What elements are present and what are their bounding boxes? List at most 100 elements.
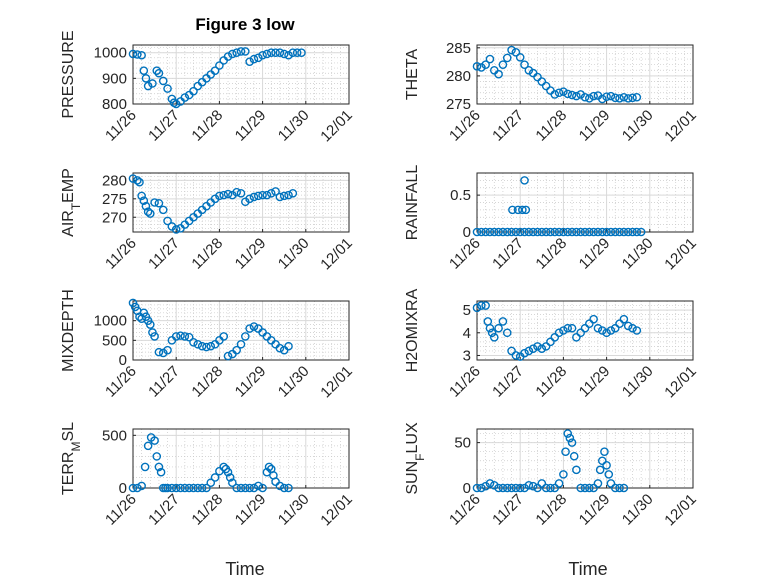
data-point xyxy=(524,227,534,237)
data-point xyxy=(141,74,151,83)
data-point xyxy=(595,465,605,475)
x-tick-label: 11/29 xyxy=(232,491,270,529)
data-point xyxy=(245,57,254,66)
data-point xyxy=(541,483,551,493)
data-point xyxy=(145,209,155,218)
data-point xyxy=(580,92,590,102)
data-point xyxy=(623,321,633,331)
data-point xyxy=(219,332,229,341)
data-point xyxy=(171,483,181,493)
data-point xyxy=(550,333,560,342)
data-point xyxy=(502,53,512,63)
x-axis-label-left: Time xyxy=(225,559,264,579)
data-point xyxy=(515,53,525,62)
data-point xyxy=(275,481,285,491)
x-tick-label: 11/28 xyxy=(188,107,226,145)
x-tick-label: 11/27 xyxy=(489,491,527,529)
y-axis-label: THETA xyxy=(404,49,421,101)
x-tick-label: 12/01 xyxy=(317,107,356,146)
data-point xyxy=(297,48,306,57)
x-tick-label: 11/30 xyxy=(275,235,313,273)
axes-box xyxy=(476,300,694,361)
data-point xyxy=(184,332,194,342)
data-point xyxy=(550,227,560,237)
data-point xyxy=(284,50,293,60)
data-point xyxy=(163,84,172,93)
data-point xyxy=(533,483,542,493)
data-point xyxy=(477,63,486,72)
data-point xyxy=(477,301,486,310)
data-point xyxy=(150,198,159,207)
y-tick-label: 0 xyxy=(119,480,127,497)
y-tick-label: 5 xyxy=(463,302,471,319)
data-point xyxy=(133,176,142,185)
data-point xyxy=(511,483,521,493)
x-tick-label: 12/01 xyxy=(317,235,356,274)
data-point xyxy=(602,227,611,237)
data-point xyxy=(533,72,542,82)
data-point xyxy=(528,227,538,237)
y-tick-label: 1000 xyxy=(94,313,127,330)
data-point xyxy=(511,48,521,57)
data-point xyxy=(520,483,529,493)
data-point xyxy=(585,94,594,103)
data-point xyxy=(271,187,280,196)
data-point xyxy=(150,436,159,445)
data-point xyxy=(567,90,577,100)
data-point xyxy=(245,194,254,204)
data-point xyxy=(597,227,607,237)
data-point xyxy=(567,227,577,237)
data-point xyxy=(572,465,581,475)
data-point xyxy=(485,479,495,488)
data-point xyxy=(632,227,642,237)
y-axis-label: SUNFLUX xyxy=(404,422,427,495)
x-tick-label: 11/28 xyxy=(188,235,226,273)
data-point xyxy=(632,92,642,102)
x-tick-label: 11/27 xyxy=(489,363,527,401)
x-tick-label: 11/29 xyxy=(576,363,614,401)
data-point xyxy=(636,227,646,237)
x-tick-label: 11/30 xyxy=(619,107,657,145)
data-point xyxy=(143,207,153,217)
data-point xyxy=(576,227,585,237)
data-point xyxy=(271,477,280,486)
data-point xyxy=(561,447,570,456)
data-point xyxy=(576,328,585,338)
data-point xyxy=(245,483,254,493)
y-tick-label: 800 xyxy=(102,96,127,113)
data-point xyxy=(597,326,607,335)
y-tick-label: 0.5 xyxy=(450,187,471,204)
data-point xyxy=(472,303,482,313)
data-point xyxy=(180,483,190,493)
data-point xyxy=(139,196,149,205)
x-axis-label-right: Time xyxy=(568,559,607,579)
data-point xyxy=(485,227,495,237)
data-point xyxy=(258,483,267,493)
y-tick-label: 0 xyxy=(463,480,471,497)
data-point xyxy=(481,481,490,491)
data-point xyxy=(615,483,624,493)
x-tick-label: 11/27 xyxy=(489,107,527,145)
data-point xyxy=(137,481,146,491)
x-tick-label: 11/28 xyxy=(532,235,570,273)
x-tick-label: 11/28 xyxy=(188,363,226,401)
data-point xyxy=(472,483,482,493)
data-point xyxy=(498,60,508,69)
data-point xyxy=(606,91,616,101)
data-point xyxy=(481,60,490,69)
data-point xyxy=(137,50,146,60)
data-point xyxy=(236,188,246,198)
data-point xyxy=(589,483,598,493)
data-point xyxy=(253,53,263,63)
data-point xyxy=(610,93,620,103)
data-point xyxy=(554,328,564,338)
data-point xyxy=(223,189,233,199)
data-point xyxy=(150,332,159,341)
x-tick-label: 11/28 xyxy=(532,107,570,145)
data-point xyxy=(602,461,611,470)
data-point xyxy=(580,483,590,493)
data-point xyxy=(528,344,538,353)
figure-title: Figure 3 low xyxy=(195,15,295,34)
